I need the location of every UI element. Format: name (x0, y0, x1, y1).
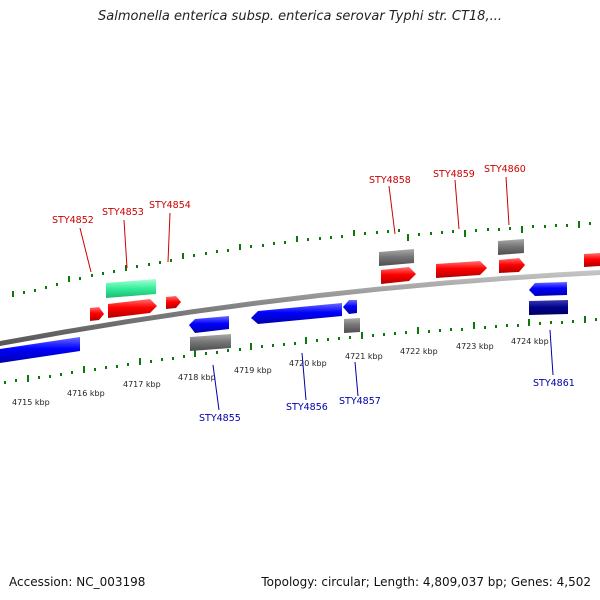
reverse-tick-row (4, 316, 597, 384)
gene-sty4854[interactable] (166, 296, 181, 309)
gene-label: STY4858 (369, 175, 411, 186)
gene-sty4861[interactable] (529, 282, 567, 296)
genome-backbone (0, 270, 600, 346)
gene-labels: STY4852 STY4853 STY4854 STY4858 STY4859 … (52, 164, 575, 424)
gene-sty4855[interactable] (189, 316, 229, 333)
feature-teal[interactable] (106, 279, 156, 298)
gene-sty4858[interactable] (381, 267, 416, 284)
gene-label: STY4852 (52, 215, 94, 226)
map-title: Salmonella enterica subsp. enterica sero… (98, 9, 502, 24)
scale-label: 4722 kbp (400, 347, 438, 356)
gene-label: STY4857 (339, 396, 381, 407)
gene-sty4857[interactable] (343, 300, 357, 314)
scale-labels: 4715 kbp 4716 kbp 4717 kbp 4718 kbp 4719… (12, 337, 549, 407)
scale-label: 4720 kbp (289, 359, 327, 368)
gene-label: STY4860 (484, 164, 526, 175)
gene-rev-left[interactable] (0, 337, 80, 363)
scale-label: 4718 kbp (178, 373, 216, 382)
reverse-features (0, 282, 568, 363)
scale-label: 4721 kbp (345, 352, 383, 361)
label-leaders (79, 176, 554, 411)
gene-sty4860[interactable] (499, 258, 525, 273)
gene-label: STY4855 (199, 413, 241, 424)
gene-label: STY4854 (149, 200, 191, 211)
gene-label: STY4859 (433, 169, 475, 180)
feature-grey-4857[interactable] (344, 318, 360, 333)
scale-label: 4723 kbp (456, 342, 494, 351)
feature-navy-4861[interactable] (529, 300, 568, 315)
forward-features (90, 239, 600, 321)
gene-fwd-small[interactable] (90, 307, 104, 321)
gene-label: STY4856 (286, 402, 328, 413)
gene-sty4856[interactable] (251, 303, 342, 324)
forward-tick-row (12, 221, 591, 297)
feature-grey-4858[interactable] (379, 249, 414, 266)
scale-label: 4716 kbp (67, 389, 105, 398)
genome-summary-text: Topology: circular; Length: 4,809,037 bp… (261, 575, 591, 589)
scale-label: 4715 kbp (12, 398, 50, 407)
feature-grey-4860[interactable] (498, 239, 524, 255)
feature-grey-4855[interactable] (190, 334, 231, 351)
accession-text: Accession: NC_003198 (9, 575, 146, 589)
scale-label: 4717 kbp (123, 380, 161, 389)
gene-label: STY4861 (533, 378, 575, 389)
gene-sty4853[interactable] (108, 299, 157, 318)
scale-label: 4719 kbp (234, 366, 272, 375)
gene-label: STY4853 (102, 207, 144, 218)
gene-sty4859[interactable] (436, 261, 487, 278)
scale-label: 4724 kbp (511, 337, 549, 346)
gene-fwd-edge[interactable] (584, 253, 600, 267)
